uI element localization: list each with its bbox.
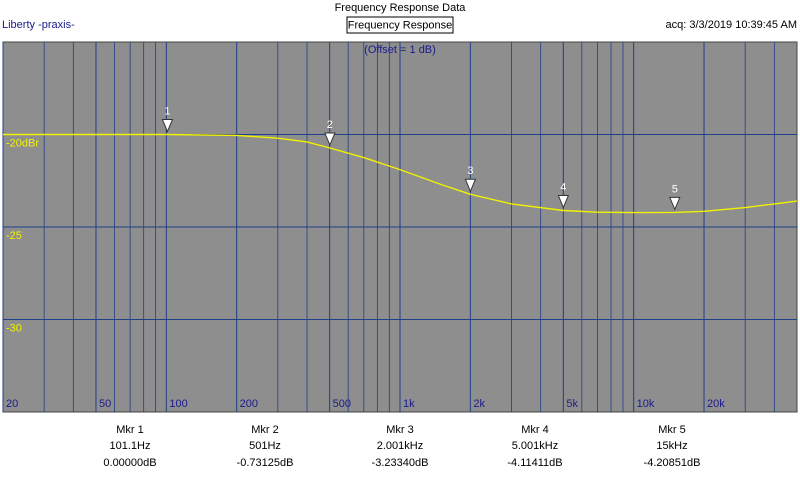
marker-number: 3: [467, 165, 473, 177]
x-tick-label: 200: [240, 398, 258, 410]
marker-freq: 501Hz: [249, 440, 281, 452]
page-title: Frequency Response Data: [335, 2, 467, 14]
marker-number: 1: [164, 105, 170, 117]
marker-level: -4.11411dB: [507, 457, 562, 469]
x-tick-label: 20k: [707, 398, 725, 410]
marker-level: -0.73125dB: [237, 457, 294, 469]
marker-freq: 5.001kHz: [512, 440, 558, 452]
marker-name: Mkr 1: [116, 424, 144, 436]
marker-triangle: [161, 119, 174, 133]
marker-level: 0.00000dB: [103, 457, 156, 469]
marker-number: 5: [672, 183, 678, 195]
marker-freq: 101.1Hz: [110, 440, 151, 452]
response-line: [3, 133, 798, 214]
marker-level: -4.20851dB: [644, 457, 701, 469]
y-tick-label: -30: [6, 322, 22, 334]
marker-level: -3.23340dB: [372, 457, 429, 469]
marker-name: Mkr 3: [386, 424, 414, 436]
x-tick-label: 100: [169, 398, 187, 410]
x-tick-label: 10k: [637, 398, 655, 410]
x-tick-label: 2k: [473, 398, 485, 410]
marker-triangle: [669, 196, 681, 211]
app-name: Liberty -praxis-: [2, 19, 75, 31]
x-tick-label: 5k: [566, 398, 578, 410]
marker-number: 2: [327, 119, 333, 131]
marker-freq: 15kHz: [656, 440, 687, 452]
x-tick-label: 500: [333, 398, 351, 410]
marker-triangle: [324, 132, 336, 147]
marker-triangle: [464, 178, 477, 193]
title-box: [346, 16, 454, 34]
chart-title: Frequency Response: [348, 19, 453, 31]
y-tick-label: -20dBr: [6, 137, 39, 149]
marker-freq: 2.001kHz: [377, 440, 423, 452]
marker-name: Mkr 2: [251, 424, 279, 436]
marker-name: Mkr 5: [658, 424, 686, 436]
marker-name: Mkr 4: [521, 424, 549, 436]
marker-number: 4: [560, 181, 566, 193]
acq-time: acq: 3/3/2019 10:39:45 AM: [666, 19, 798, 31]
x-tick-label: 1k: [403, 398, 415, 410]
x-tick-label: 50: [99, 398, 111, 410]
x-tick-label: 20: [6, 398, 18, 410]
marker-triangle: [557, 195, 570, 209]
y-tick-label: -25: [6, 230, 22, 242]
